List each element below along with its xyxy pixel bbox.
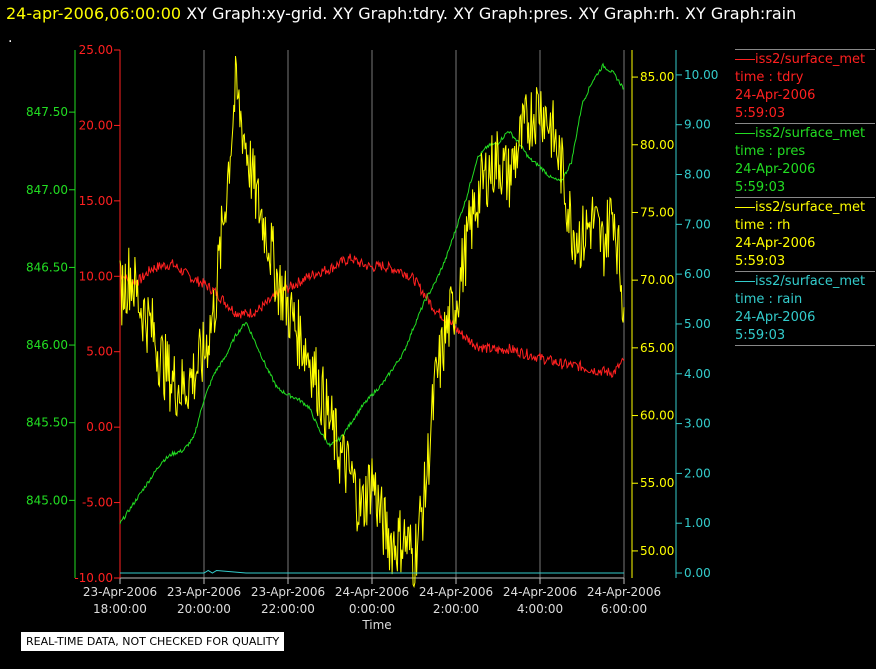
legend-date: 24-Apr-2006 [735,88,816,103]
legend-field: time : rain [735,292,803,307]
x-tick-date-6: 24-Apr-2006 [587,585,661,599]
x-tick-date-4: 24-Apr-2006 [419,585,493,599]
legend-time: 5:59:03 [735,106,786,121]
header: 24-apr-2006,06:00:00 XY Graph:xy-grid. X… [6,4,796,23]
header-dot: . [8,30,13,46]
rain-tick-label-9: 9.00 [684,118,711,132]
legend-date: 24-Apr-2006 [735,310,816,325]
legend-time: 5:59:03 [735,328,786,343]
x-tick-time-0: 18:00:00 [93,602,147,616]
rain-tick-label-5: 5.00 [684,317,711,331]
rh-tick-label-5: 75.00 [640,205,674,219]
rh-tick-label-7: 85.00 [640,70,674,84]
pres-tick-label-2: 846.00 [26,338,68,352]
series-rain-line [120,569,624,574]
legend-field: time : pres [735,144,806,159]
x-tick-date-1: 23-Apr-2006 [167,585,241,599]
pres-tick-label-1: 845.50 [26,416,68,430]
rh-tick-label-0: 50.00 [640,544,674,558]
tdry-tick-label-2: 0.00 [86,420,113,434]
x-tick-time-4: 2:00:00 [433,602,479,616]
tdry-tick-label-6: 20.00 [79,118,113,132]
series-rh-line [119,55,625,589]
x-tick-time-5: 4:00:00 [517,602,563,616]
pres-tick-label-0: 845.00 [26,493,68,507]
legend-swatch [735,281,755,282]
rh-tick-label-1: 55.00 [640,476,674,490]
x-axis-label: Time [361,618,391,632]
quality-notice-text: REAL-TIME DATA, NOT CHECKED FOR QUALITY [26,635,280,648]
rh-tick-label-4: 70.00 [640,273,674,287]
rh-tick-label-6: 80.00 [640,138,674,152]
legend-swatch [735,59,755,60]
legend: iss2/surface_met time : tdry 24-Apr-2006 5:… [735,49,875,346]
rain-tick-label-8: 8.00 [684,168,711,182]
legend-field: time : rh [735,218,791,233]
x-tick-time-6: 6:00:00 [601,602,647,616]
tdry-tick-label-1: -5.00 [82,496,113,510]
legend-time: 5:59:03 [735,180,786,195]
pres-tick-label-5: 847.50 [26,105,68,119]
legend-date: 24-Apr-2006 [735,236,816,251]
rain-tick-label-1: 1.00 [684,516,711,530]
rain-tick-label-3: 3.00 [684,417,711,431]
legend-swatch [735,207,755,208]
legend-series-name: iss2/surface_met [755,52,866,67]
rain-tick-label-2: 2.00 [684,466,711,480]
x-tick-date-3: 24-Apr-2006 [335,585,409,599]
tdry-tick-label-4: 10.00 [79,269,113,283]
tdry-tick-label-3: 5.00 [86,345,113,359]
legend-time: 5:59:03 [735,254,786,269]
legend-swatch [735,133,755,134]
x-tick-date-5: 24-Apr-2006 [503,585,577,599]
quality-notice: REAL-TIME DATA, NOT CHECKED FOR QUALITY [20,631,286,652]
x-tick-time-3: 0:00:00 [349,602,395,616]
rain-tick-label-10: 10.00 [684,68,718,82]
tdry-tick-label-7: 25.00 [79,43,113,57]
rain-tick-label-4: 4.00 [684,367,711,381]
x-tick-date-0: 23-Apr-2006 [83,585,157,599]
x-tick-time-1: 20:00:00 [177,602,231,616]
legend-series-name: iss2/surface_met [755,126,866,141]
pres-tick-label-4: 847.00 [26,183,68,197]
rain-tick-label-6: 6.00 [684,267,711,281]
legend-series-name: iss2/surface_met [755,274,866,289]
x-tick-date-2: 23-Apr-2006 [251,585,325,599]
header-timestamp: 24-apr-2006,06:00:00 [6,4,182,23]
rh-tick-label-2: 60.00 [640,409,674,423]
series-pres-line [119,62,625,525]
rain-tick-label-0: 0.00 [684,566,711,580]
x-tick-time-2: 22:00:00 [261,602,315,616]
legend-field: time : tdry [735,70,804,85]
series-tdry-line [120,253,625,379]
pres-tick-label-3: 846.50 [26,260,68,274]
tdry-tick-label-0: -10.00 [74,571,113,585]
legend-series-name: iss2/surface_met [755,200,866,215]
header-titles: XY Graph:xy-grid. XY Graph:tdry. XY Grap… [186,4,797,23]
tdry-tick-label-5: 15.00 [79,194,113,208]
rain-tick-label-7: 7.00 [684,217,711,231]
legend-date: 24-Apr-2006 [735,162,816,177]
rh-tick-label-3: 65.00 [640,341,674,355]
